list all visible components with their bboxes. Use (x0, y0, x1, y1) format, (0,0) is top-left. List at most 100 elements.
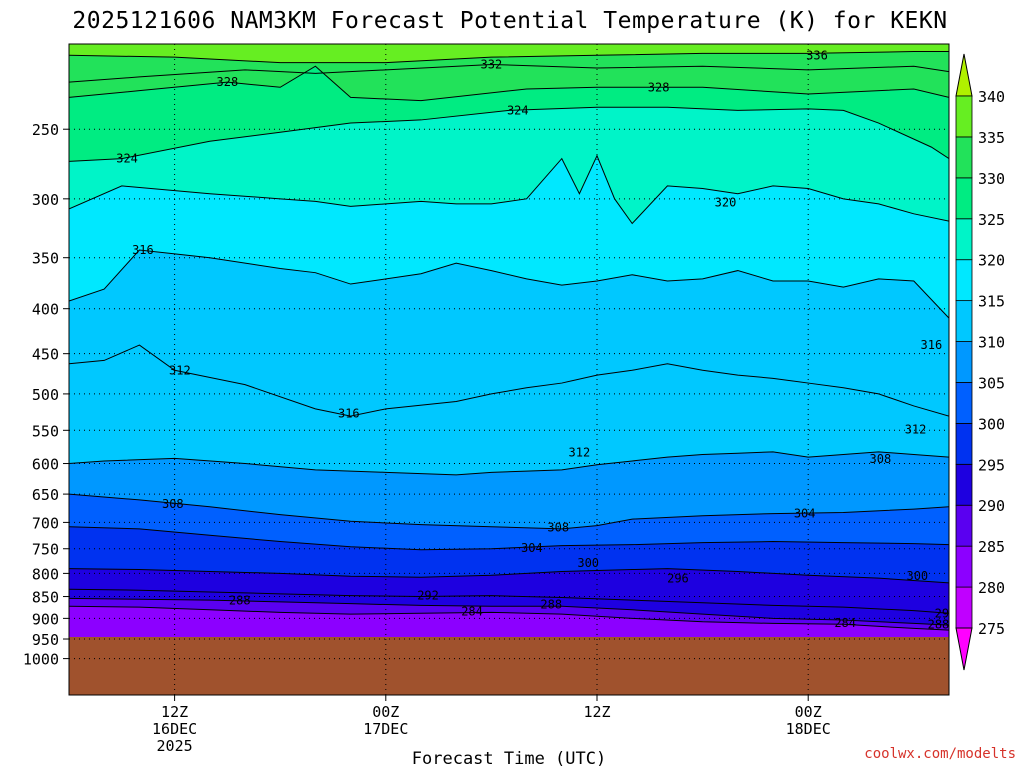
y-tick-label: 800 (32, 565, 59, 583)
colorbar-label: 310 (978, 334, 1005, 352)
contour-label: 312 (169, 363, 191, 377)
contour-label: 304 (521, 541, 543, 555)
contour-label: 300 (906, 569, 928, 583)
x-tick-label: 16DEC (152, 720, 197, 738)
colorbar-box (955, 95, 973, 138)
colorbar-label: 290 (978, 497, 1005, 515)
band-316 (69, 155, 949, 319)
colorbar: 275 280 285 290 295 300 305 310 315 320 325 330 335 3… (955, 53, 1005, 671)
colorbar-box (955, 422, 973, 465)
contour-label: 300 (577, 556, 599, 570)
contour-label: 316 (921, 338, 943, 352)
isentrope-292 (69, 588, 949, 614)
x-tick-label: 2025 (157, 737, 193, 755)
contour-label: 328 (648, 80, 670, 94)
chart-title: 2025121606 NAM3KM Forecast Potential Tem… (72, 8, 947, 34)
contour-labels: 336 332 328 328 324 324 320 316 316 312 316 312 312 3… (116, 48, 957, 631)
ground-terrain (69, 637, 949, 695)
colorbar-label: 340 (978, 88, 1005, 106)
x-tick-label: 12Z (583, 703, 610, 721)
x-tick-label: 00Z (372, 703, 399, 721)
x-tick-label: 18DEC (786, 720, 831, 738)
colorbar-box (955, 586, 973, 629)
y-tick-label: 600 (32, 456, 59, 474)
colorbar-label: 320 (978, 252, 1005, 270)
colorbar-label: 285 (978, 538, 1005, 556)
y-tick-label: 400 (32, 301, 59, 319)
colorbar-label: 300 (978, 415, 1005, 433)
isentrope-284 (69, 605, 949, 631)
x-axis-label: Forecast Time (UTC) (412, 749, 606, 768)
contour-label: 288 (229, 594, 251, 608)
contour-label: 320 (715, 196, 737, 210)
isentrope-312 (69, 344, 949, 417)
y-tick-label: 850 (32, 589, 59, 607)
colorbar-label: 275 (978, 620, 1005, 638)
colorbar-label: 295 (978, 456, 1005, 474)
band-308 (69, 345, 949, 475)
y-tick-label: 900 (32, 610, 59, 628)
contour-label: 308 (870, 452, 892, 466)
colorbar-box (955, 463, 973, 506)
y-tick-label: 250 (32, 121, 59, 139)
colorbar-label: 330 (978, 170, 1005, 188)
band-320 (69, 107, 949, 224)
y-tick-label: 750 (32, 541, 59, 559)
y-tick-label: 300 (32, 191, 59, 209)
x-tick-label: 17DEC (363, 720, 408, 738)
colorbar-label: 335 (978, 129, 1005, 147)
x-tick-label: 00Z (795, 703, 822, 721)
band-292 (69, 568, 949, 614)
grid-lines (69, 44, 949, 695)
contour-label: 292 (417, 589, 439, 603)
colorbar-bottom-arrow (955, 627, 973, 671)
contour-label: 284 (834, 616, 856, 630)
colorbar-box (955, 545, 973, 588)
contour-label: 296 (667, 572, 689, 586)
band-312 (69, 249, 949, 417)
band-324 (69, 66, 949, 162)
contour-label: 288 (540, 598, 562, 612)
contour-label: 316 (132, 243, 154, 257)
isentrope-324 (69, 106, 949, 162)
band-338 (69, 44, 949, 63)
isentrope-316 (69, 249, 949, 319)
band-304 (69, 451, 949, 529)
isentrope-288 (69, 597, 949, 626)
contour-label: 308 (162, 497, 184, 511)
isentrope-296 (69, 568, 949, 584)
band-300 (69, 494, 949, 550)
band-296 (69, 526, 949, 583)
contour-label: 324 (507, 103, 529, 117)
y-tick-label: 950 (32, 631, 59, 649)
colorbar-box (955, 136, 973, 179)
credit-text: coolwx.com/modelts (864, 746, 1016, 762)
y-tick-label: 700 (32, 514, 59, 532)
contour-label: 324 (116, 152, 138, 166)
contour-label: 292 (935, 607, 957, 621)
contour-label: 288 (928, 617, 950, 631)
band-288 (69, 589, 949, 626)
contour-label: 316 (338, 406, 360, 420)
contour-label: 328 (217, 75, 239, 89)
colorbar-box (955, 382, 973, 424)
colorbar-label: 280 (978, 579, 1005, 597)
isentrope-336 (69, 51, 949, 64)
contour-label: 312 (905, 423, 927, 437)
colorbar-box (955, 341, 973, 383)
x-tick-label: 12Z (161, 703, 188, 721)
band-328 (69, 64, 949, 101)
isentrope-332 (69, 63, 949, 83)
contour-label: 336 (806, 48, 828, 62)
y-tick-label: 350 (32, 250, 59, 268)
y-tick-label: 1000 (23, 651, 59, 669)
colorbar-label: 325 (978, 211, 1005, 229)
y-tick-label: 450 (32, 346, 59, 364)
contour-label: 308 (547, 520, 569, 534)
y-tick-label: 550 (32, 422, 59, 440)
contour-label: 332 (481, 57, 503, 71)
isentrope-300 (69, 526, 949, 551)
colorbar-box (955, 218, 973, 261)
